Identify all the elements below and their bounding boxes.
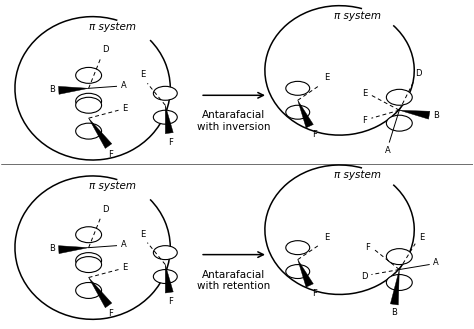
Ellipse shape xyxy=(76,123,101,139)
Ellipse shape xyxy=(76,283,101,298)
Ellipse shape xyxy=(76,97,101,113)
Polygon shape xyxy=(298,100,313,128)
Ellipse shape xyxy=(386,274,412,291)
Ellipse shape xyxy=(154,269,177,284)
Text: Antarafacial
with retention: Antarafacial with retention xyxy=(197,269,271,291)
Ellipse shape xyxy=(386,89,412,105)
Text: π system: π system xyxy=(334,170,381,180)
Text: E: E xyxy=(122,104,128,113)
Text: F: F xyxy=(168,138,173,147)
Text: F: F xyxy=(312,130,317,139)
Text: A: A xyxy=(120,240,126,249)
Text: F: F xyxy=(108,150,113,159)
Text: π system: π system xyxy=(334,11,381,21)
Ellipse shape xyxy=(76,227,101,243)
Ellipse shape xyxy=(286,265,310,279)
Text: F: F xyxy=(365,243,371,252)
Text: B: B xyxy=(392,308,397,317)
Ellipse shape xyxy=(286,81,310,95)
Text: D: D xyxy=(102,45,109,55)
Text: A: A xyxy=(433,258,439,267)
Polygon shape xyxy=(399,110,430,119)
Ellipse shape xyxy=(154,110,177,124)
Text: E: E xyxy=(140,70,146,79)
Text: E: E xyxy=(140,230,146,239)
Ellipse shape xyxy=(286,105,310,119)
Text: D: D xyxy=(361,272,367,281)
Text: A: A xyxy=(120,81,126,90)
Polygon shape xyxy=(58,246,89,254)
Text: π system: π system xyxy=(89,181,136,191)
Ellipse shape xyxy=(386,115,412,131)
Ellipse shape xyxy=(386,249,412,265)
Text: Antarafacial
with inversion: Antarafacial with inversion xyxy=(197,110,271,132)
Text: F: F xyxy=(312,290,317,298)
Ellipse shape xyxy=(76,93,101,109)
Text: D: D xyxy=(415,69,422,78)
Text: π system: π system xyxy=(89,22,136,32)
Text: F: F xyxy=(363,116,367,125)
Text: E: E xyxy=(362,89,367,98)
Text: E: E xyxy=(324,73,329,82)
Text: E: E xyxy=(419,233,425,242)
Ellipse shape xyxy=(76,257,101,272)
Polygon shape xyxy=(89,278,112,308)
Text: B: B xyxy=(433,111,439,120)
Ellipse shape xyxy=(154,86,177,100)
Text: F: F xyxy=(168,297,173,306)
Text: B: B xyxy=(49,85,55,94)
Ellipse shape xyxy=(286,241,310,255)
Ellipse shape xyxy=(154,246,177,260)
Text: D: D xyxy=(102,205,109,214)
Text: E: E xyxy=(122,263,128,272)
Polygon shape xyxy=(391,269,399,305)
Polygon shape xyxy=(89,118,112,148)
Polygon shape xyxy=(165,105,173,134)
Polygon shape xyxy=(298,260,313,287)
Polygon shape xyxy=(58,86,89,94)
Text: E: E xyxy=(324,233,329,242)
Text: B: B xyxy=(49,244,55,253)
Text: F: F xyxy=(108,309,113,318)
Text: A: A xyxy=(384,146,390,155)
Ellipse shape xyxy=(76,253,101,268)
Polygon shape xyxy=(165,265,173,293)
Ellipse shape xyxy=(76,67,101,83)
